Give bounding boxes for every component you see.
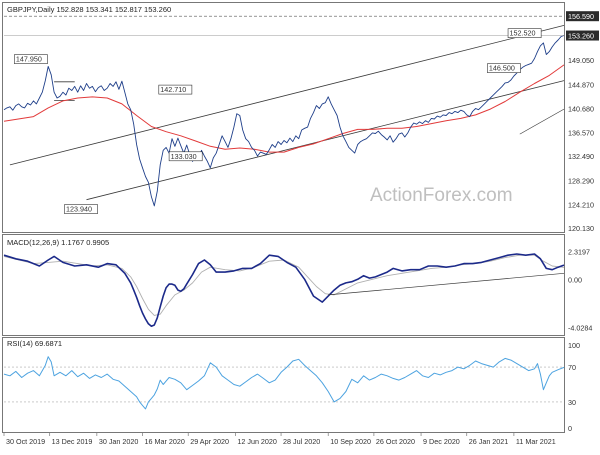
price-y-tick-label: 156.590 xyxy=(568,12,594,21)
price-line xyxy=(3,35,565,207)
price-annotation-box xyxy=(64,204,98,214)
support-line xyxy=(519,108,565,135)
price-y-tick-label: 128.290 xyxy=(568,177,594,186)
price-y-tick-label: 149.050 xyxy=(568,56,594,65)
rsi-y-tick-label: 30 xyxy=(568,398,576,407)
macd-title: MACD(12,26,9) 1.1767 0.9905 xyxy=(7,238,109,247)
price-y-tick-label: 144.870 xyxy=(568,80,594,89)
x-tick-label: 13 Dec 2019 xyxy=(52,437,93,446)
macd-trend-line xyxy=(328,272,565,296)
price-annotation-label: 142.710 xyxy=(160,85,186,94)
price-annotation-box xyxy=(158,84,193,95)
macd-layer xyxy=(3,253,565,328)
price-annotation-box xyxy=(14,54,48,64)
price-annotation-box xyxy=(168,151,203,162)
price-y-tick-label: 124.210 xyxy=(568,200,594,209)
x-axis: 30 Oct 2019 13 Dec 2019 30 Jan 2020 16 Mar … xyxy=(3,433,556,446)
macd-panel xyxy=(2,234,565,336)
x-tick-label: 28 Jul 2020 xyxy=(283,437,320,446)
x-tick-label: 26 Oct 2020 xyxy=(376,437,415,446)
macd-y-tick-label: 0.00 xyxy=(568,275,582,284)
macd-y-tick-label: -4.0284 xyxy=(568,324,592,333)
price-y-tick-label: 120.130 xyxy=(568,224,594,233)
price-layer: 147.950 123.940 142.710 133.030 152.520 146.5… xyxy=(3,15,565,214)
price-title: GBPJPY,Daily 152.828 153.341 152.817 153… xyxy=(7,5,171,14)
x-tick-label: 29 Apr 2020 xyxy=(190,437,229,446)
price-y-tick-label: 153.260 xyxy=(568,32,594,41)
x-tick-label: 30 Oct 2019 xyxy=(6,437,45,446)
x-tick-label: 12 Jun 2020 xyxy=(237,437,277,446)
rsi-line xyxy=(3,356,565,410)
rsi-y-axis: 100 70 30 0 xyxy=(568,341,580,433)
price-annotation-box xyxy=(487,63,521,73)
x-tick-label: 9 Dec 2020 xyxy=(423,437,460,446)
ma-line xyxy=(3,64,565,153)
price-y-tick-label: 132.490 xyxy=(568,152,594,161)
rsi-title: RSI(14) 69.6871 xyxy=(7,339,62,348)
price-annotation-label: 133.030 xyxy=(171,152,197,161)
price-y-axis: 156.590 153.260 149.050 144.870 140.680 136.5… xyxy=(566,11,599,233)
channel-upper-line xyxy=(9,25,565,166)
x-tick-label: 26 Jan 2021 xyxy=(469,437,509,446)
x-tick-label: 30 Jan 2020 xyxy=(99,437,139,446)
macd-line xyxy=(3,253,565,328)
price-annotation-label: 152.520 xyxy=(510,29,536,38)
price-y-tick-label: 136.570 xyxy=(568,128,594,137)
price-panel xyxy=(2,2,565,233)
price-annotation-label: 147.950 xyxy=(16,55,42,64)
x-tick-label: 11 Mar 2021 xyxy=(516,437,556,446)
price-y-tick-label: 140.680 xyxy=(568,105,594,114)
price-annotation-label: 146.500 xyxy=(489,64,515,73)
macd-y-axis: 2.3197 0.00 -4.0284 xyxy=(568,247,592,332)
price-tag xyxy=(566,11,599,22)
price-annotation-label: 123.940 xyxy=(66,205,92,214)
x-tick-label: 16 Mar 2020 xyxy=(145,437,185,446)
price-annotation-box xyxy=(507,28,542,38)
rsi-y-tick-label: 100 xyxy=(568,341,580,350)
rsi-y-tick-label: 70 xyxy=(568,363,576,372)
macd-y-tick-label: 2.3197 xyxy=(568,247,590,256)
watermark: ActionForex.com xyxy=(370,185,513,206)
x-tick-label: 10 Sep 2020 xyxy=(330,437,371,446)
rsi-layer xyxy=(3,356,565,410)
rsi-y-tick-label: 0 xyxy=(568,424,572,433)
price-tag xyxy=(566,30,599,41)
rsi-panel xyxy=(2,337,565,433)
